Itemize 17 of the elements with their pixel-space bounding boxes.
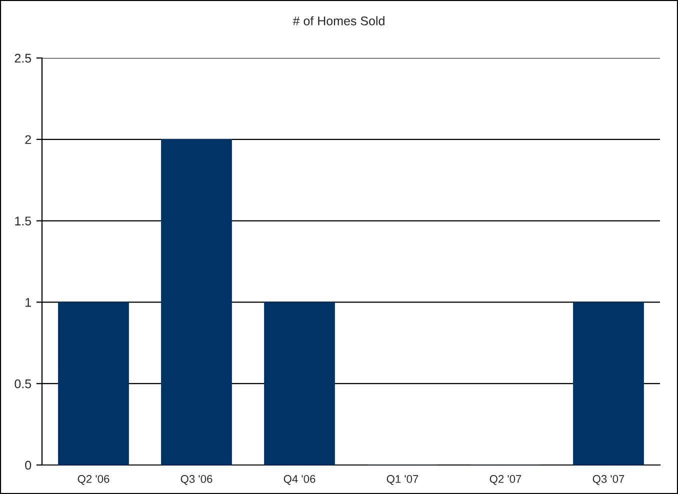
y-tick-label: 2 [25, 135, 31, 144]
bar [264, 302, 335, 465]
x-tick-label: Q2 '07 [490, 475, 522, 485]
bar [161, 138, 232, 465]
y-tick-label: 2.5 [14, 54, 32, 63]
bar [573, 302, 644, 465]
x-tick-label: Q3 '06 [180, 475, 212, 485]
y-tick-label: 1.5 [15, 216, 32, 226]
x-tick-label: Q4 '06 [284, 475, 316, 485]
x-tick-label: Q1 '07 [386, 475, 418, 485]
y-tick-label: 1 [26, 298, 31, 307]
bar [58, 302, 129, 465]
x-tick-label: Q3 '07 [592, 475, 624, 485]
x-tick-label: Q2 '06 [78, 475, 110, 485]
y-tick-label: 0 [25, 460, 32, 470]
y-tick-label: 0.5 [14, 379, 32, 388]
chart-title: # of Homes Sold [292, 16, 384, 26]
